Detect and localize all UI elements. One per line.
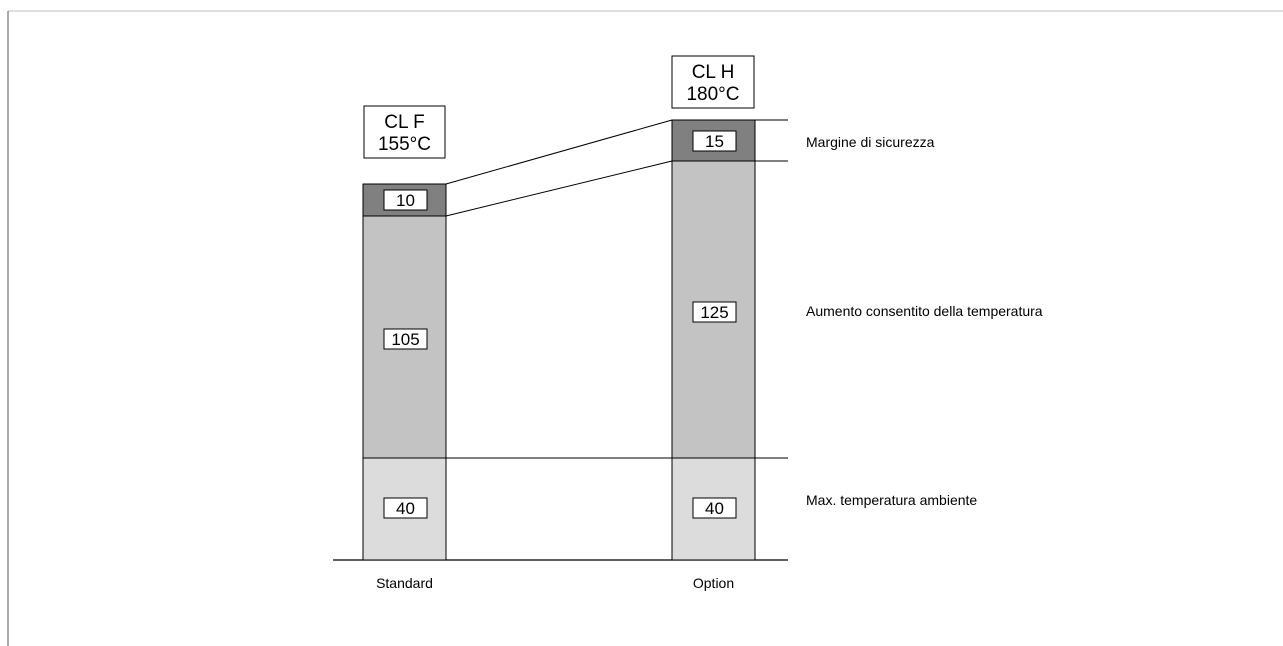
- value-box-standard-margin: [383, 189, 428, 211]
- column-label-option: Option: [693, 575, 734, 591]
- value-box-standard-rise: [383, 328, 428, 350]
- column-standard: 10 105 40 CL F 155°C Standard: [362, 105, 447, 591]
- class-box-option: [671, 55, 755, 109]
- value-standard-ambient: 40: [396, 499, 415, 518]
- connector-top: [445, 119, 673, 185]
- column-option: 15 125 40 CL H 180°C Option: [671, 55, 756, 591]
- connector-bottom: [445, 160, 673, 217]
- value-option-ambient: 40: [705, 499, 724, 518]
- value-option-margin: 15: [705, 132, 724, 151]
- value-option-rise: 125: [700, 303, 728, 322]
- value-box-option-margin: [692, 130, 737, 152]
- class-box-standard: [363, 105, 446, 159]
- class-temp-standard: 155°C: [378, 134, 431, 155]
- class-name-option: CL H: [692, 62, 735, 83]
- value-box-option-ambient: [692, 497, 737, 519]
- column-label-standard: Standard: [376, 575, 433, 591]
- legend-rise: Aumento consentito della temperatura: [806, 303, 1043, 319]
- legend-ambient: Max. temperatura ambiente: [806, 492, 977, 508]
- value-box-option-rise: [692, 301, 737, 323]
- value-box-standard-ambient: [383, 497, 428, 519]
- class-name-standard: CL F: [384, 112, 424, 133]
- value-standard-rise: 105: [391, 330, 419, 349]
- legend-margin: Margine di sicurezza: [806, 134, 935, 150]
- class-temp-option: 180°C: [686, 84, 739, 105]
- value-standard-margin: 10: [396, 191, 415, 210]
